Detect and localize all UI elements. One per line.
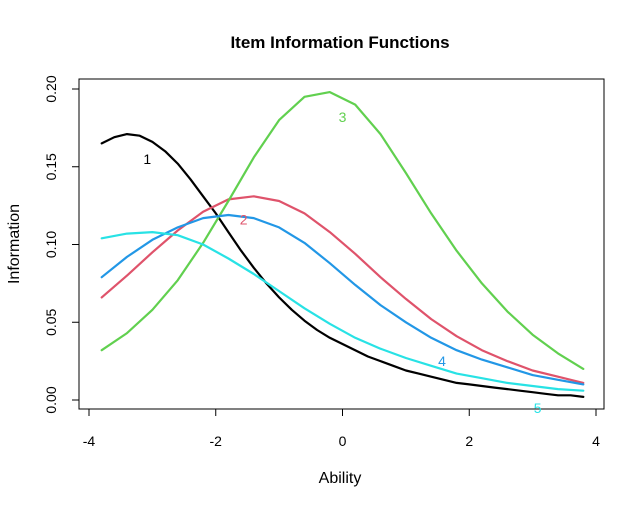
y-tick-label: 0.10 <box>43 231 59 258</box>
x-axis: -4 -2 0 2 4 <box>83 408 600 449</box>
curve-label-1: 1 <box>143 151 151 167</box>
curve-label-5: 5 <box>534 400 542 416</box>
chart-title: Item Information Functions <box>230 33 449 52</box>
curve-label-3: 3 <box>339 109 347 125</box>
plot-frame <box>78 78 605 410</box>
x-tick-label: 0 <box>339 433 347 449</box>
x-tick-label: -4 <box>83 433 96 449</box>
curve-item-5 <box>100 231 585 392</box>
curve-item-4 <box>100 213 585 386</box>
x-axis-label: Ability <box>319 470 362 487</box>
x-tick-label: 2 <box>465 433 473 449</box>
curve-item-2 <box>100 195 585 384</box>
curves-group <box>100 91 585 398</box>
curve-label-2: 2 <box>240 212 248 228</box>
y-tick-label: 0.05 <box>43 308 59 335</box>
y-axis-label: Information <box>6 204 23 284</box>
curve-labels-group: 1 2 3 4 5 <box>143 109 541 416</box>
curve-item-1 <box>100 133 585 398</box>
curve-label-4: 4 <box>438 353 446 369</box>
curve-item-3 <box>100 91 585 370</box>
x-tick-label: 4 <box>592 433 600 449</box>
y-tick-label: 0.00 <box>43 386 59 413</box>
y-axis: 0.00 0.05 0.10 0.15 0.20 <box>43 75 80 414</box>
x-tick-label: -2 <box>210 433 223 449</box>
y-tick-label: 0.20 <box>43 75 59 102</box>
y-tick-label: 0.15 <box>43 153 59 180</box>
